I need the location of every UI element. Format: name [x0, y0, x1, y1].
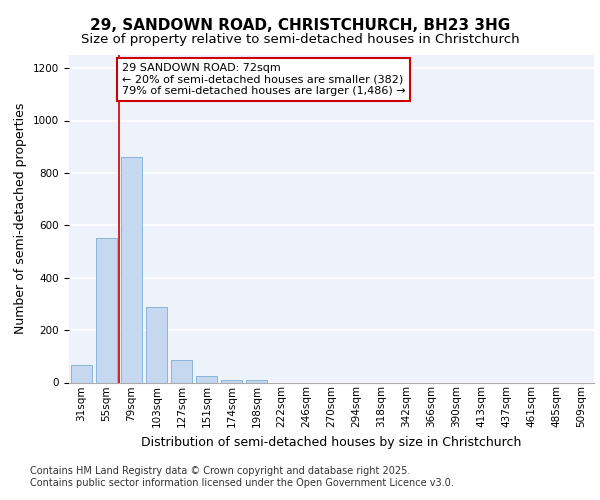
Text: 29 SANDOWN ROAD: 72sqm
← 20% of semi-detached houses are smaller (382)
79% of se: 29 SANDOWN ROAD: 72sqm ← 20% of semi-det…	[121, 63, 405, 96]
Bar	[221, 380, 242, 382]
Bar	[196, 376, 217, 382]
Bar	[171, 360, 192, 382]
Text: Size of property relative to semi-detached houses in Christchurch: Size of property relative to semi-detach…	[80, 32, 520, 46]
Text: 29, SANDOWN ROAD, CHRISTCHURCH, BH23 3HG: 29, SANDOWN ROAD, CHRISTCHURCH, BH23 3HG	[90, 18, 510, 32]
Y-axis label: Number of semi-detached properties: Number of semi-detached properties	[14, 103, 28, 334]
Bar	[246, 380, 267, 382]
Bar	[146, 306, 167, 382]
Bar	[71, 366, 92, 382]
X-axis label: Distribution of semi-detached houses by size in Christchurch: Distribution of semi-detached houses by …	[142, 436, 521, 448]
Bar	[121, 157, 142, 382]
Text: Contains HM Land Registry data © Crown copyright and database right 2025.
Contai: Contains HM Land Registry data © Crown c…	[30, 466, 454, 487]
Bar	[96, 238, 117, 382]
